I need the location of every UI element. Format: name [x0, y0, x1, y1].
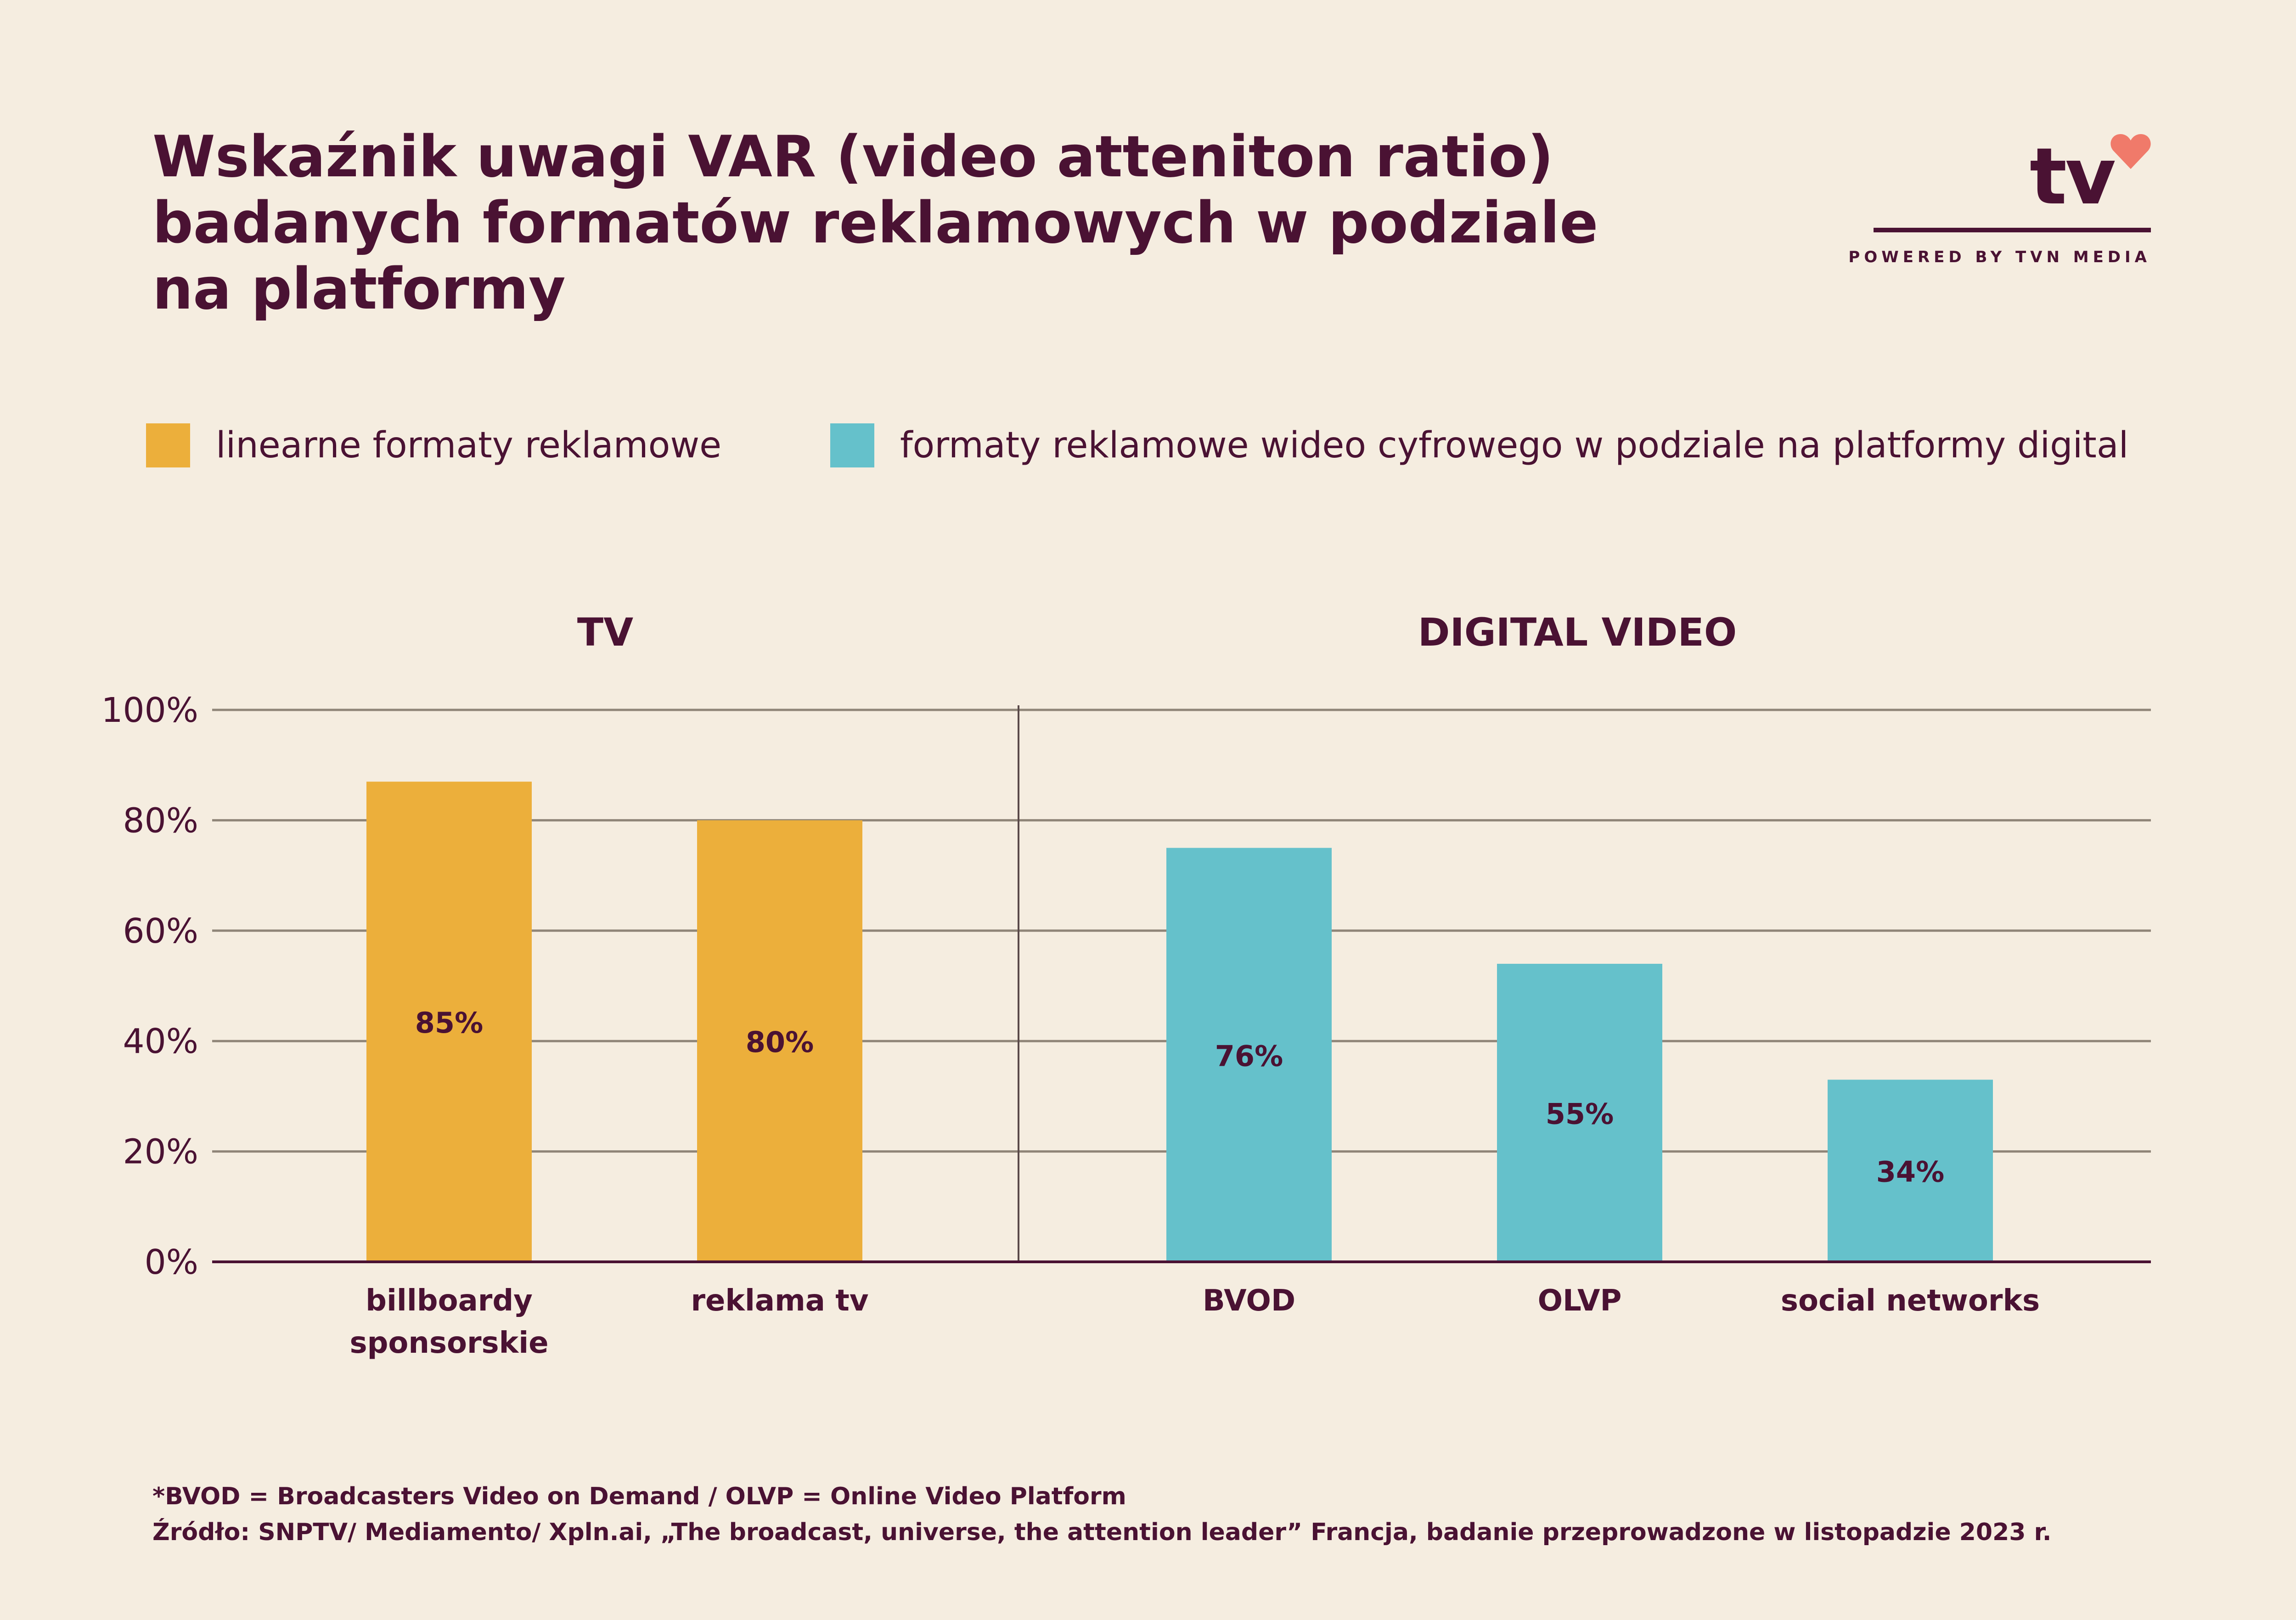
data-label: 85%	[415, 1006, 483, 1040]
group-label: DIGITAL VIDEO	[1418, 610, 1737, 655]
x-tick-label: billboardy sponsorskie	[349, 1284, 548, 1360]
brand-logo: tv POWERED BY TVN MEDIA	[1848, 131, 2151, 276]
y-tick-label: 0%	[145, 1243, 198, 1282]
data-label: 76%	[1215, 1039, 1283, 1073]
bar	[1828, 1080, 1993, 1262]
bar	[697, 820, 862, 1262]
footer: *BVOD = Broadcasters Video on Demand / O…	[152, 1479, 2052, 1550]
title-line-1: Wskaźnik uwagi VAR (video atteniton rati…	[152, 124, 1554, 190]
legend-swatch-linear	[146, 423, 190, 467]
title-line-3: na platformy	[152, 256, 566, 322]
legend-item-digital: formaty reklamowe wideo cyfrowego w podz…	[830, 422, 2128, 468]
logo-wordmark: tv	[2029, 131, 2116, 222]
y-tick-label: 100%	[101, 691, 198, 730]
heart-icon	[2110, 134, 2151, 169]
title-line-2: badanych formatów reklamowych w podziale	[152, 190, 1598, 256]
y-tick-label: 40%	[123, 1022, 198, 1061]
group-label: TV	[577, 610, 633, 655]
bar	[1166, 848, 1332, 1262]
source-note: Źródło: SNPTV/ Mediamento/ Xpln.ai, „The…	[152, 1519, 2052, 1546]
legend-label-linear: linearne formaty reklamowe	[216, 425, 722, 466]
chart-title: Wskaźnik uwagi VAR (video atteniton rati…	[152, 124, 1622, 322]
bar	[366, 782, 532, 1262]
bar-chart: 0% 20% 40% 60% 80% 100% TV 85% billboardy sponsor…	[101, 610, 2151, 1360]
logo-divider	[1874, 228, 2151, 232]
y-tick-label: 60%	[123, 911, 198, 951]
logo-tagline: POWERED BY TVN MEDIA	[1848, 248, 2151, 266]
legend-label-digital: formaty reklamowe wideo cyfrowego w podz…	[900, 425, 2129, 466]
y-tick-label: 20%	[123, 1132, 198, 1172]
bar	[1497, 963, 1662, 1262]
legend-swatch-digital	[830, 423, 874, 467]
legend-item-linear: linearne formaty reklamowe	[146, 422, 721, 468]
x-tick-label: BVOD	[1203, 1284, 1295, 1318]
legend: linearne formaty reklamowe formaty rekla…	[146, 422, 2158, 473]
data-label: 55%	[1546, 1097, 1614, 1131]
data-label: 34%	[1876, 1155, 1944, 1189]
x-tick-label: social networks	[1781, 1284, 2040, 1318]
footnote: *BVOD = Broadcasters Video on Demand / O…	[152, 1483, 1126, 1510]
y-tick-label: 80%	[123, 801, 198, 840]
x-tick-label: OLVP	[1538, 1284, 1622, 1318]
data-label: 80%	[746, 1025, 814, 1059]
x-tick-label: reklama tv	[691, 1284, 868, 1318]
